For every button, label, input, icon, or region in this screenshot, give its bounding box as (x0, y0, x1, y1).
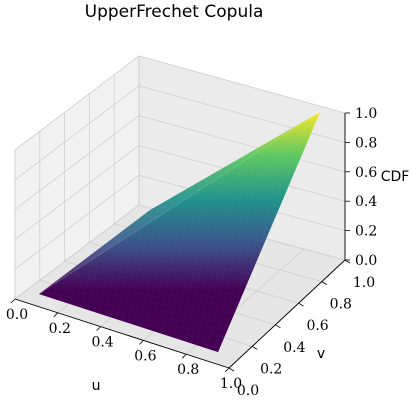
surface-ridge (38, 111, 321, 295)
cdf-tick-label: 0.2 (355, 224, 377, 240)
v-tick-label: 0.0 (237, 383, 259, 399)
v-tick-label: 0.6 (306, 318, 328, 334)
u-tick-label: 0.4 (91, 335, 113, 351)
u-axis-line (14, 298, 230, 369)
surface-plot (38, 111, 321, 352)
surface-mesh (39, 112, 320, 352)
v-tick-label: 1.0 (353, 275, 375, 291)
u-tick-mark (224, 367, 230, 373)
v-tick-mark (344, 259, 351, 264)
v-axis-label: v (317, 346, 325, 362)
u-tick-label: 1.0 (220, 376, 242, 392)
u-axis-label: u (92, 378, 101, 394)
v-tick-mark (321, 281, 328, 285)
u-tick-mark (139, 340, 144, 345)
v-tick-mark (251, 346, 258, 350)
u-tick-label: 0.2 (49, 321, 71, 337)
v-tick-label: 0.8 (330, 297, 352, 313)
v-axis-line (228, 259, 346, 369)
v-tick-label: 0.2 (260, 361, 282, 377)
cdf-tick-label: 0.6 (355, 165, 377, 181)
cdf-tick-label: 0.8 (355, 135, 377, 151)
cdf-tick-label: 0.4 (355, 194, 377, 210)
u-tick-label: 0.0 (6, 307, 28, 323)
v-tick-label: 0.4 (283, 340, 305, 356)
u-tick-mark (10, 298, 16, 304)
u-tick-mark (53, 312, 59, 318)
v-tick-mark (275, 324, 281, 329)
u-tick-mark (96, 326, 101, 331)
u-tick-label: 0.8 (177, 362, 199, 378)
axes (14, 113, 346, 369)
u-tick-label: 0.6 (134, 348, 156, 364)
chart-title: UpperFrechet Copula (85, 2, 264, 22)
v-tick-mark (298, 302, 304, 307)
v-tick-mark (228, 367, 235, 372)
cdf-tick-label: 0.0 (355, 253, 377, 269)
cdf-axis-label: CDF (381, 169, 410, 185)
cdf-tick-label: 1.0 (355, 106, 377, 122)
u-tick-mark (181, 353, 187, 359)
